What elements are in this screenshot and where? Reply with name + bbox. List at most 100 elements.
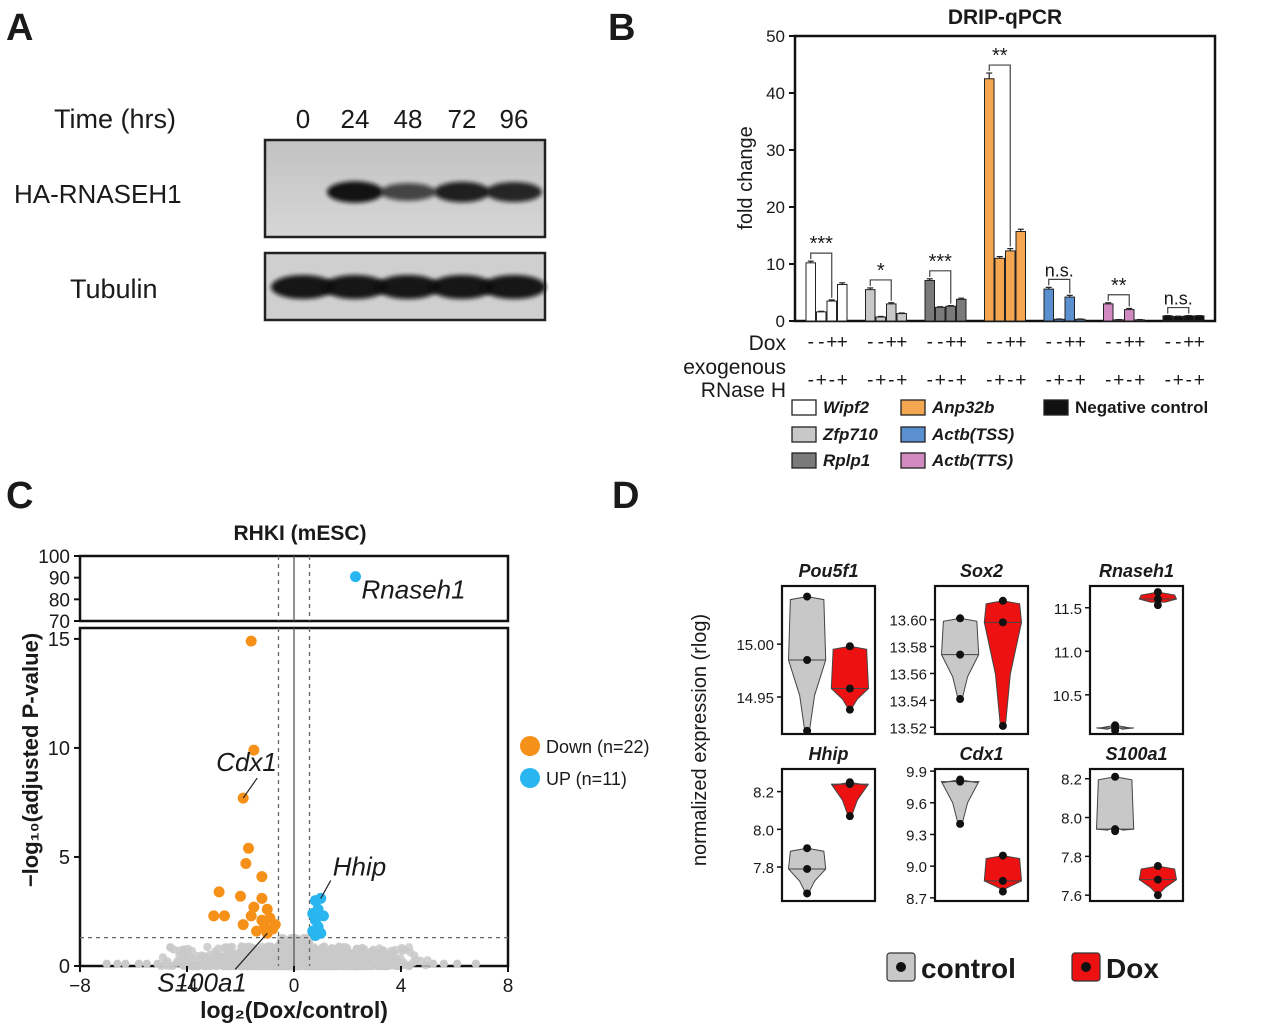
rnase-sign: - <box>1067 370 1073 391</box>
down-gene-point <box>213 886 225 898</box>
rnase-sign: + <box>816 370 827 391</box>
rnase-sign: + <box>935 370 946 391</box>
ns-gene-point <box>297 941 306 950</box>
drip-bar <box>1043 288 1054 322</box>
drip-bar <box>816 311 827 322</box>
blot-label-tubulin: Tubulin <box>70 274 158 304</box>
down-gene-point <box>256 871 268 883</box>
control-point <box>1111 726 1120 735</box>
panel-letter-b: B <box>608 7 635 49</box>
y-tick-label: 8.7 <box>906 891 927 908</box>
drip-bar <box>837 284 848 322</box>
dox-sign: + <box>1134 332 1145 353</box>
ns-gene-point <box>385 957 395 966</box>
rnase-sign: + <box>1054 370 1065 391</box>
down-gene-point <box>240 858 252 870</box>
rnase-sign: + <box>994 370 1005 391</box>
drip-bar <box>875 316 886 322</box>
legend-swatch <box>900 452 926 469</box>
rnase-sign: - <box>986 370 992 391</box>
sig-label: n.s. <box>1164 289 1193 309</box>
legend-swatch <box>791 399 817 416</box>
dox-point <box>998 618 1007 627</box>
tubulin-band <box>482 275 546 299</box>
drip-bar <box>1194 315 1205 322</box>
ns-gene-point <box>153 959 162 969</box>
legend-swatch <box>791 426 817 443</box>
ns-gene-point <box>428 959 438 969</box>
timepoint-label: 48 <box>394 104 423 134</box>
drip-bar <box>1005 250 1016 322</box>
tubulin-band <box>271 275 335 299</box>
rnase-sign: + <box>875 370 886 391</box>
ns-gene-point <box>134 959 144 969</box>
dox-point <box>845 642 854 651</box>
ns-gene-point <box>337 958 347 968</box>
down-gene-point <box>248 901 260 913</box>
dox-sign: - <box>927 332 933 353</box>
dox-sign: + <box>1194 332 1205 353</box>
drip-significance: **** *****n.s.**n.s. <box>810 45 1193 314</box>
legend-label: UP (n=11) <box>546 769 627 789</box>
ns-gene-point <box>262 961 271 970</box>
dox-point <box>998 596 1007 605</box>
violin-ylabel: normalized expression (rlog) <box>689 614 711 866</box>
legend-dot <box>896 962 906 972</box>
dox-sign: + <box>1075 332 1086 353</box>
label-leader <box>320 880 332 899</box>
dox-sign: + <box>945 332 956 353</box>
tubulin-band <box>323 275 387 299</box>
control-point <box>956 819 965 828</box>
panel-letter-c: C <box>6 475 33 517</box>
control-point <box>1111 827 1120 836</box>
rnase-sign: - <box>1165 370 1171 391</box>
y-tick-label: 11.0 <box>1054 644 1082 661</box>
sig-bracket <box>869 279 892 301</box>
ns-gene-point <box>272 945 281 955</box>
y-tick-label: 8.2 <box>753 785 774 802</box>
ns-gene-point <box>351 951 361 961</box>
volcano-legend: Down (n=22) UP (n=11) <box>520 736 650 789</box>
x-tick-label: 4 <box>396 976 407 997</box>
dox-point <box>845 705 854 714</box>
dox-point <box>1153 595 1162 604</box>
sig-label: ** <box>992 45 1008 67</box>
down-gene-point <box>259 921 271 933</box>
dox-sign: + <box>1005 332 1016 353</box>
drip-bar <box>1103 303 1114 322</box>
drip-bar <box>805 262 816 322</box>
rnase-sign: + <box>1194 370 1205 391</box>
rnase-sign: + <box>1173 370 1184 391</box>
sig-bracket <box>1048 278 1071 294</box>
violin-panel-rnaseh1: Rnaseh1 10.5 11.0 11.5 <box>1053 561 1185 736</box>
y-tick-label: 7.8 <box>753 860 774 877</box>
dox-point <box>845 812 854 821</box>
up-gene-point <box>309 929 321 941</box>
ns-gene-point <box>262 943 272 953</box>
rnase-sign: + <box>896 370 907 391</box>
y-tick-label: 10 <box>48 738 70 760</box>
y-tick-label: 7.8 <box>1061 849 1082 866</box>
panel-d-violins: normalized expression (rlog) Pou5f1 14.95… <box>689 561 1185 984</box>
y-tick-label: 100 <box>38 547 70 568</box>
legend-swatch <box>900 426 926 443</box>
row-label-exogenous: exogenous <box>683 356 786 379</box>
drip-bar <box>886 303 897 322</box>
dox-point <box>998 876 1007 885</box>
ns-gene-point <box>279 936 289 945</box>
y-tick-label: 9.0 <box>906 859 927 876</box>
dox-sign: - <box>808 332 814 353</box>
tubulin-bands <box>271 275 546 299</box>
rnase-sign: + <box>1015 370 1026 391</box>
dox-point <box>845 684 854 693</box>
tubulin-band <box>376 275 440 299</box>
y-tick-label: 70 <box>49 612 70 633</box>
condition-rows: ---++-++---++-++---++-++---++-++---++-++… <box>808 332 1205 391</box>
x-tick-label: 8 <box>503 976 514 997</box>
ns-gene-point <box>221 943 230 952</box>
rnase-sign: - <box>1186 370 1192 391</box>
ha-band <box>486 182 542 202</box>
dox-sign: - <box>1046 332 1052 353</box>
y-tick-label: 13.56 <box>889 666 927 683</box>
